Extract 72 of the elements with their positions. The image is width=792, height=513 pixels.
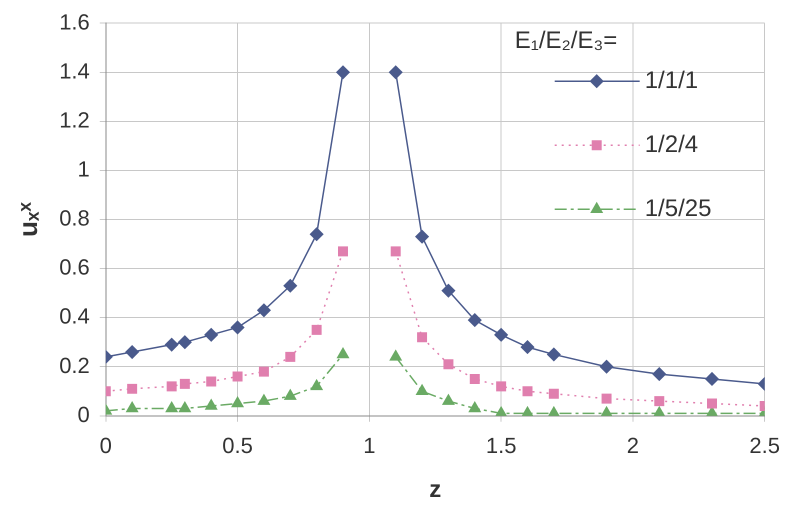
y-tick-label: 0 <box>78 402 90 427</box>
point <box>336 66 350 80</box>
point <box>310 380 323 390</box>
point <box>417 332 428 342</box>
point <box>164 338 178 352</box>
point <box>125 345 139 359</box>
legend-label: 1/5/25 <box>644 194 712 222</box>
point <box>337 348 349 358</box>
point <box>285 352 296 362</box>
x-axis-title: z <box>429 476 442 504</box>
point <box>180 378 190 389</box>
point <box>470 374 480 384</box>
point <box>547 348 561 362</box>
point <box>390 246 401 256</box>
x-tick-label: 2 <box>626 433 640 458</box>
point <box>310 227 324 241</box>
point <box>468 402 481 412</box>
y-tick-label: 1.6 <box>59 9 90 34</box>
point <box>388 66 402 80</box>
point <box>443 359 454 370</box>
point <box>205 399 218 410</box>
point <box>284 389 296 400</box>
legend-label: 1/2/4 <box>644 130 698 158</box>
point <box>232 396 244 408</box>
point <box>442 284 456 298</box>
point <box>705 372 719 386</box>
x-tick-label: 0 <box>100 433 112 458</box>
point <box>390 350 402 361</box>
x-tick-label: 0.5 <box>222 433 253 458</box>
point <box>468 313 482 327</box>
legend-title: E₁/E₂/E₃= <box>514 26 618 54</box>
y-tick-label: 0.4 <box>59 304 90 329</box>
point <box>442 394 454 405</box>
x-tick-label: 1.5 <box>486 433 516 458</box>
point <box>258 366 269 377</box>
point <box>206 376 216 386</box>
point <box>522 386 532 396</box>
point <box>415 230 429 244</box>
point <box>257 304 271 318</box>
point <box>204 328 218 342</box>
point <box>166 402 178 412</box>
point <box>600 360 614 374</box>
point <box>178 335 192 349</box>
point <box>602 394 612 404</box>
point <box>548 388 559 399</box>
point <box>707 398 717 409</box>
point <box>232 372 243 382</box>
y-tick-label: 1 <box>78 156 90 182</box>
point <box>230 320 244 334</box>
point <box>258 394 270 405</box>
point <box>166 381 177 392</box>
x-tick-label: 1 <box>363 433 376 458</box>
point <box>520 340 534 354</box>
point <box>496 381 506 392</box>
y-tick-label: 0.8 <box>59 206 90 231</box>
point <box>127 384 138 394</box>
y-tick-label: 0.6 <box>59 254 90 280</box>
y-tick-label: 0.2 <box>59 352 90 378</box>
point <box>338 246 348 256</box>
point <box>416 384 428 396</box>
x-tick-label: 2.5 <box>749 433 780 458</box>
point <box>284 279 298 292</box>
y-tick-label: 1.4 <box>59 58 90 84</box>
y-tick-label: 1.2 <box>59 107 90 132</box>
legend-label: 1/1/1 <box>644 66 698 94</box>
point <box>178 402 191 412</box>
point <box>654 396 664 406</box>
point <box>126 402 138 412</box>
y-axis-title: uₓˣ <box>12 202 43 237</box>
point <box>652 367 666 381</box>
point <box>494 328 508 342</box>
point <box>312 324 322 335</box>
